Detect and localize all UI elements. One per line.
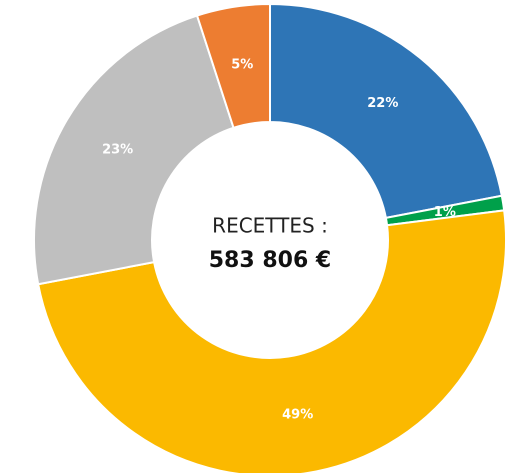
value-label: 49% <box>282 407 313 422</box>
value-label: 5% <box>231 58 253 73</box>
center-title: RECETTES : <box>212 214 328 238</box>
donut-segment <box>37 209 507 473</box>
value-label: 23% <box>102 142 133 157</box>
donut-segment <box>269 2 503 220</box>
value-label: 22% <box>367 96 398 111</box>
donut-segment <box>33 14 235 286</box>
value-label: 1% <box>434 205 456 220</box>
donut-segment <box>195 2 271 130</box>
center-value: 583 806 € <box>209 248 331 273</box>
